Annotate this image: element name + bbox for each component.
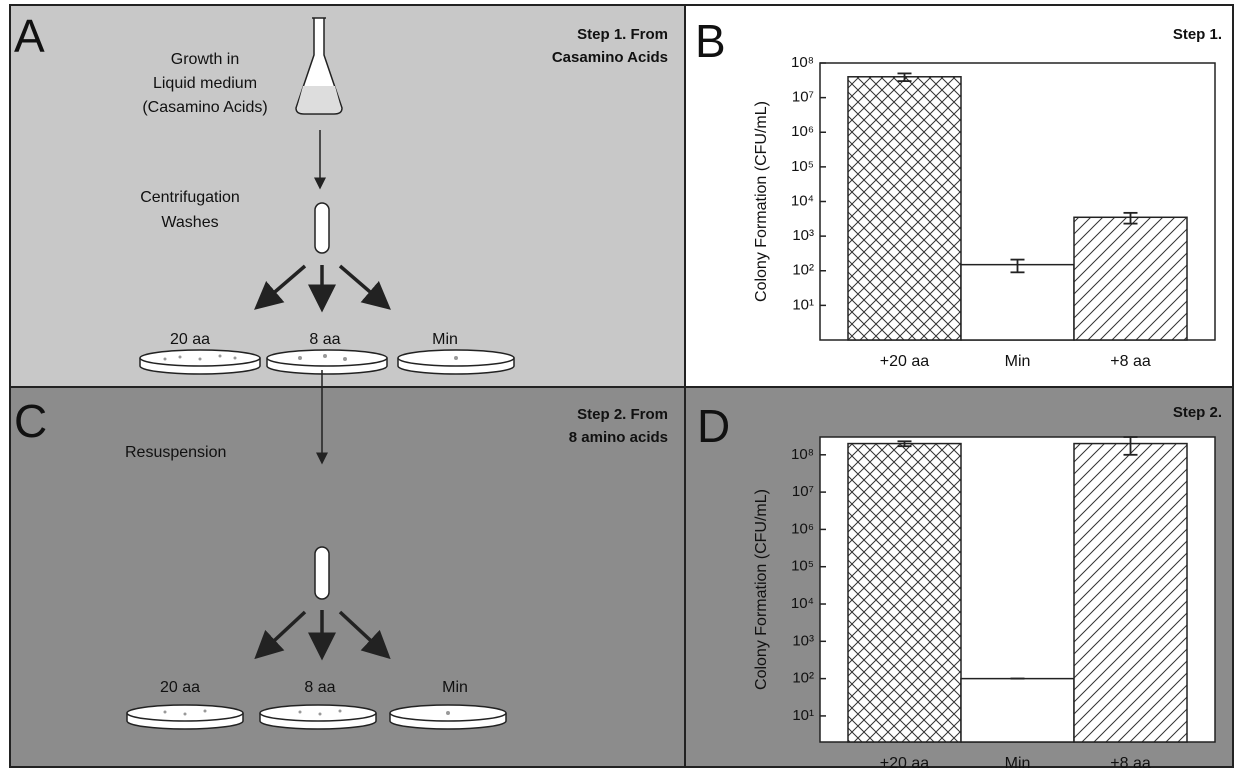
panel-letter: D xyxy=(697,400,730,452)
y-tick-label: 10³ xyxy=(792,227,814,244)
error-bar xyxy=(897,440,912,448)
x-tick-label: +8 aa xyxy=(1110,353,1151,370)
y-axis-label: Colony Formation (CFU/mL) xyxy=(753,101,770,302)
chart-title: Step 2. xyxy=(1173,404,1222,421)
arrows xyxy=(254,610,391,661)
wash-text: Centrifugation xyxy=(140,189,240,206)
y-tick-label: 10⁵ xyxy=(791,558,814,575)
error-bar xyxy=(1010,258,1025,274)
y-tick-label: 10⁵ xyxy=(791,158,814,175)
plate-label: 8 aa xyxy=(309,331,340,348)
x-tick-label: Min xyxy=(1005,755,1031,769)
y-axis-label: Colony Formation (CFU/mL) xyxy=(753,489,770,690)
y-tick-label: 10⁴ xyxy=(791,595,814,612)
y-tick-label: 10⁷ xyxy=(792,89,814,106)
error-bar xyxy=(1123,436,1138,456)
panel-a xyxy=(9,4,686,388)
step-text: 8 amino acids xyxy=(569,429,668,446)
plate-label: 8 aa xyxy=(304,679,335,696)
flask xyxy=(295,17,343,115)
y-tick-label: 10⁶ xyxy=(791,123,814,140)
y-tick-label: 10⁴ xyxy=(791,192,814,209)
colonies xyxy=(163,354,458,361)
plate-label: Min xyxy=(432,331,458,348)
bar xyxy=(960,677,1075,743)
y-tick-label: 10³ xyxy=(792,632,814,649)
y-tick-label: 10² xyxy=(792,670,814,687)
arrows xyxy=(254,264,391,313)
panel-c xyxy=(9,386,686,768)
growth-text: (Casamino Acids) xyxy=(142,99,267,116)
panel-letter: C xyxy=(14,395,47,447)
growth-text: Liquid medium xyxy=(153,75,257,92)
chart-title: Step 1. xyxy=(1173,26,1222,43)
plate-label: Min xyxy=(442,679,468,696)
x-tick-label: +20 aa xyxy=(880,353,929,370)
plate-label: 20 aa xyxy=(170,331,210,348)
plates xyxy=(126,704,507,730)
step-text: Step 2. From xyxy=(577,406,668,423)
x-tick-label: Min xyxy=(1005,353,1031,370)
y-tick-label: 10² xyxy=(792,262,814,279)
step-text: Step 1. From xyxy=(577,26,668,43)
y-tick-label: 10⁸ xyxy=(791,54,814,71)
y-tick-label: 10⁸ xyxy=(791,446,814,463)
x-tick-label: +20 aa xyxy=(880,755,929,769)
error-bar xyxy=(897,72,912,83)
step-text: Casamino Acids xyxy=(552,49,668,66)
bar xyxy=(847,76,962,341)
x-tick-label: +8 aa xyxy=(1110,755,1151,769)
tube xyxy=(314,202,330,254)
tube xyxy=(314,546,330,600)
bar xyxy=(847,442,962,743)
bar xyxy=(960,263,1075,341)
y-tick-label: 10⁶ xyxy=(791,520,814,537)
panel-letter: A xyxy=(14,10,45,62)
growth-text: Growth in xyxy=(171,51,239,68)
bar xyxy=(1073,442,1188,743)
panel-letter: B xyxy=(695,15,726,67)
bar xyxy=(1073,216,1188,341)
plates xyxy=(139,349,515,375)
resuspension-text: Resuspension xyxy=(125,444,226,461)
plate-label: 20 aa xyxy=(160,679,200,696)
error-bar xyxy=(1123,211,1138,225)
wash-text: Washes xyxy=(161,214,218,231)
y-tick-label: 10¹ xyxy=(792,707,814,724)
y-tick-label: 10¹ xyxy=(792,296,814,313)
colonies xyxy=(163,709,450,716)
y-tick-label: 10⁷ xyxy=(792,483,814,500)
